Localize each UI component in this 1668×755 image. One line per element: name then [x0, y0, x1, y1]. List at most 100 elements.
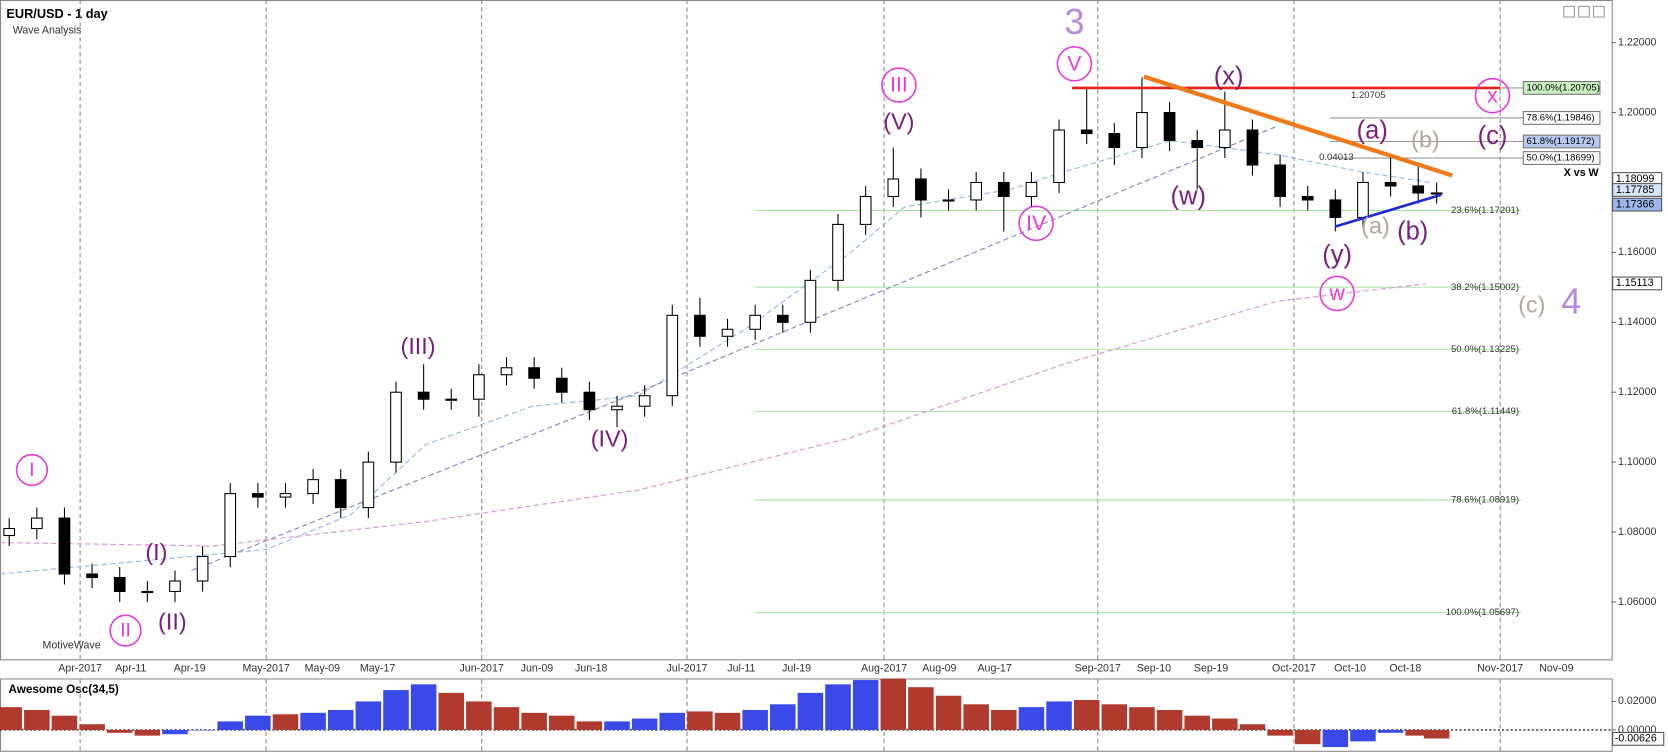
wave-circle	[15, 453, 49, 487]
wave-label: (x)	[1214, 62, 1244, 90]
candle-body	[307, 479, 319, 495]
fib-tag	[1522, 151, 1601, 165]
x-tick-label: Jun-09	[521, 663, 554, 675]
oscillator-bar	[189, 729, 216, 731]
x-tick-label: May-09	[305, 663, 341, 675]
oscillator-bar	[770, 704, 796, 730]
oscillator-bar	[245, 715, 271, 730]
candle-body	[1246, 129, 1259, 166]
oscillator-bar	[659, 712, 686, 730]
oscillator-bar	[466, 701, 492, 730]
candle-body	[279, 493, 292, 498]
x-tick-label: Sep-2017	[1075, 663, 1121, 675]
x-tick-label: Jun-18	[575, 663, 608, 675]
oscillator-bar	[687, 711, 713, 730]
wave-label: (c)	[1518, 291, 1545, 317]
wave-label: x	[1487, 83, 1498, 107]
y-tick-label: 0.02000	[1618, 695, 1657, 707]
wave-circle	[1018, 205, 1054, 242]
wave-label: (a)	[1357, 117, 1388, 145]
oscillator-bar	[1018, 707, 1045, 730]
price-tag	[1612, 276, 1663, 291]
candle-body	[445, 398, 458, 401]
wave-label: 3	[1064, 1, 1084, 42]
wave-label: (b)	[1397, 218, 1428, 246]
x-tick-label: Nov-09	[1539, 663, 1573, 675]
candle-body	[915, 178, 927, 201]
fib-tag	[1522, 134, 1601, 149]
candle-body	[1025, 181, 1038, 197]
wave-label: (y)	[1322, 241, 1352, 269]
icon-button[interactable]	[1563, 5, 1575, 18]
oscillator-bar	[852, 680, 879, 730]
chart-title: EUR/USD - 1 day	[6, 6, 108, 21]
oscillator-bar	[355, 701, 382, 730]
y-tick-label: 1.22000	[1618, 36, 1657, 48]
candle-body	[1412, 185, 1425, 194]
corner-icons[interactable]	[1563, 5, 1605, 18]
oscillator-bar	[991, 709, 1017, 730]
fib-label: 61.8%(1.11449)	[1452, 406, 1519, 417]
oscillator-bar	[327, 709, 354, 730]
candle-body	[1080, 129, 1093, 135]
oscillator-bar	[0, 707, 22, 730]
candle-body	[86, 573, 98, 579]
x-tick-label: Sep-19	[1194, 663, 1228, 675]
candle-body	[859, 195, 872, 225]
oscillator-bar	[576, 721, 603, 730]
oscillator-bar	[963, 704, 989, 730]
x-tick-label: Jul-11	[727, 663, 755, 675]
x-tick-label: Oct-2017	[1272, 663, 1316, 675]
candle-body	[666, 314, 679, 397]
oscillator-bar	[880, 678, 907, 730]
candle-body	[832, 223, 844, 281]
wave-circle	[1056, 45, 1093, 82]
moving-average	[191, 126, 1277, 571]
wave-label: (V)	[883, 109, 914, 135]
wave-label: (w)	[1171, 183, 1206, 211]
oscillator-bar	[162, 729, 188, 735]
oscillator-bar	[1046, 701, 1072, 730]
icon-button[interactable]	[1578, 5, 1590, 18]
icon-button[interactable]	[1593, 5, 1605, 18]
candle-body	[804, 279, 817, 323]
fib-label: 78.6%(1.08919)	[1451, 494, 1519, 505]
candle-body	[417, 391, 430, 400]
candle-body	[997, 181, 1010, 197]
main-plot-frame	[0, 0, 1613, 661]
chart-note: 0.04013	[1319, 152, 1354, 163]
oscillator-bar	[1073, 700, 1100, 730]
x-tick-label: Oct-10	[1334, 663, 1366, 675]
oscillator-bar	[410, 684, 437, 730]
oscillator-bar	[51, 715, 78, 730]
oscillator-bar	[631, 718, 658, 730]
fib-label: 100.0%(1.20705)	[1527, 82, 1600, 93]
fib-label: 61.8%(1.19172)	[1527, 136, 1595, 147]
price-tag	[1612, 183, 1663, 197]
wave-label: 4	[1561, 281, 1581, 322]
y-tick-label: 1.14000	[1618, 316, 1657, 328]
x-tick-label: Jul-19	[782, 663, 811, 675]
candle-body	[694, 314, 706, 337]
x-tick-label: Sep-10	[1137, 663, 1171, 675]
candle-body	[334, 479, 347, 509]
candle-body	[252, 493, 264, 498]
candle-body	[611, 405, 623, 411]
wave-circle	[1319, 275, 1355, 312]
oscillator-bar	[742, 709, 768, 730]
price-tag-label: 1.15113	[1616, 277, 1654, 289]
oscillator-bar	[272, 714, 299, 730]
price-tag	[1612, 197, 1663, 212]
oscillator-bar	[1423, 729, 1450, 739]
oscillator-bar	[493, 707, 520, 730]
candle-body	[141, 590, 154, 594]
watermark: MotiveWave	[43, 639, 101, 651]
wave-label: w	[1328, 281, 1345, 305]
candle-body	[970, 181, 983, 201]
candle-body	[1274, 164, 1286, 197]
fib-label: 23.6%(1.17201)	[1451, 205, 1519, 216]
price-tag	[1612, 731, 1665, 746]
candle-body	[583, 391, 596, 411]
oscillator-bar	[604, 721, 630, 730]
